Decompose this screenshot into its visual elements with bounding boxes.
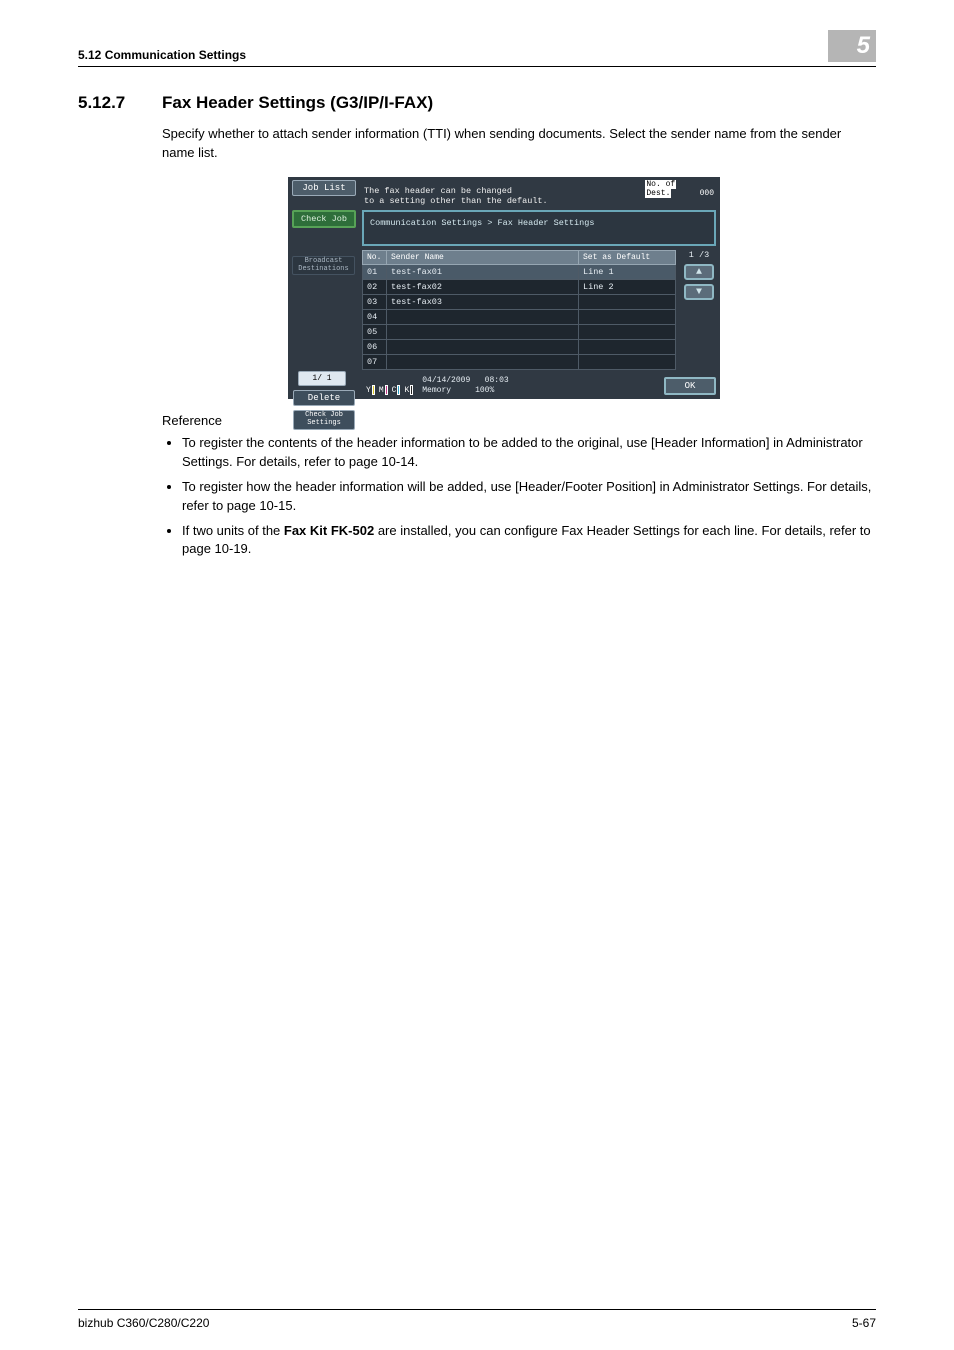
list-item: To register the contents of the header i… xyxy=(182,434,876,472)
dest-count-label: No. of Dest. xyxy=(645,180,676,198)
cell-name: test-fax01 xyxy=(387,265,579,279)
cell-default: Line 2 xyxy=(579,280,675,294)
cell-no: 02 xyxy=(363,280,387,294)
table-row[interactable]: 06 xyxy=(362,340,676,355)
ok-button[interactable]: OK xyxy=(664,377,716,395)
col-sender-name: Sender Name xyxy=(387,251,579,264)
page-down-button[interactable]: ▼ xyxy=(684,284,714,300)
list-item: To register how the header information w… xyxy=(182,478,876,516)
reference-list: To register the contents of the header i… xyxy=(182,434,876,559)
status-readout: 04/14/2009 08:03 Memory 100% xyxy=(422,376,508,395)
chapter-badge: 5 xyxy=(828,30,876,62)
toner-levels: Y M C K xyxy=(366,385,416,395)
cell-default xyxy=(579,295,675,309)
table-row[interactable]: 05 xyxy=(362,325,676,340)
section-title: Fax Header Settings (G3/IP/I-FAX) xyxy=(162,93,433,113)
footer-page: 5-67 xyxy=(852,1316,876,1330)
check-job-settings-button[interactable]: Check Job Settings xyxy=(293,410,355,429)
section-number: 5.12.7 xyxy=(78,93,136,113)
footer-model: bizhub C360/C280/C220 xyxy=(78,1316,209,1330)
cell-name xyxy=(387,355,579,369)
breadcrumb-box: Communication Settings > Fax Header Sett… xyxy=(362,210,716,246)
page-indicator: 1 /3 xyxy=(689,250,709,260)
reference-heading: Reference xyxy=(162,413,876,428)
cell-no: 04 xyxy=(363,310,387,324)
cell-default: Line 1 xyxy=(579,265,675,279)
col-default: Set as Default xyxy=(579,251,675,264)
cell-no: 06 xyxy=(363,340,387,354)
broadcast-dest-button[interactable]: Broadcast Destinations xyxy=(292,256,355,275)
sender-table: No. Sender Name Set as Default 01test-fa… xyxy=(362,250,676,370)
dest-count-value: 000 xyxy=(700,189,714,198)
list-item: If two units of the Fax Kit FK-502 are i… xyxy=(182,522,876,560)
cell-no: 03 xyxy=(363,295,387,309)
header-section: 5.12 Communication Settings xyxy=(78,48,246,62)
cell-default xyxy=(579,340,675,354)
cell-no: 07 xyxy=(363,355,387,369)
cell-default xyxy=(579,355,675,369)
job-list-button[interactable]: Job List xyxy=(292,180,356,196)
table-row[interactable]: 07 xyxy=(362,355,676,370)
cell-name xyxy=(387,325,579,339)
check-job-button[interactable]: Check Job xyxy=(292,210,356,228)
breadcrumb: Communication Settings > Fax Header Sett… xyxy=(370,218,708,228)
cell-no: 05 xyxy=(363,325,387,339)
cell-name xyxy=(387,340,579,354)
page-up-button[interactable]: ▲ xyxy=(684,264,714,280)
cell-name: test-fax03 xyxy=(387,295,579,309)
table-row[interactable]: 01test-fax01Line 1 xyxy=(362,265,676,280)
cell-no: 01 xyxy=(363,265,387,279)
table-header: No. Sender Name Set as Default xyxy=(362,250,676,265)
cell-name xyxy=(387,310,579,324)
table-row[interactable]: 04 xyxy=(362,310,676,325)
left-pager[interactable]: 1/ 1 xyxy=(298,371,346,386)
delete-button[interactable]: Delete xyxy=(293,390,355,406)
cell-default xyxy=(579,325,675,339)
table-row[interactable]: 03test-fax03 xyxy=(362,295,676,310)
cell-name: test-fax02 xyxy=(387,280,579,294)
mfp-touchscreen: Job List No. of Dest. 000 The fax header… xyxy=(288,177,720,400)
intro-paragraph: Specify whether to attach sender informa… xyxy=(162,125,876,163)
table-row[interactable]: 02test-fax02Line 2 xyxy=(362,280,676,295)
col-no: No. xyxy=(363,251,387,264)
cell-default xyxy=(579,310,675,324)
